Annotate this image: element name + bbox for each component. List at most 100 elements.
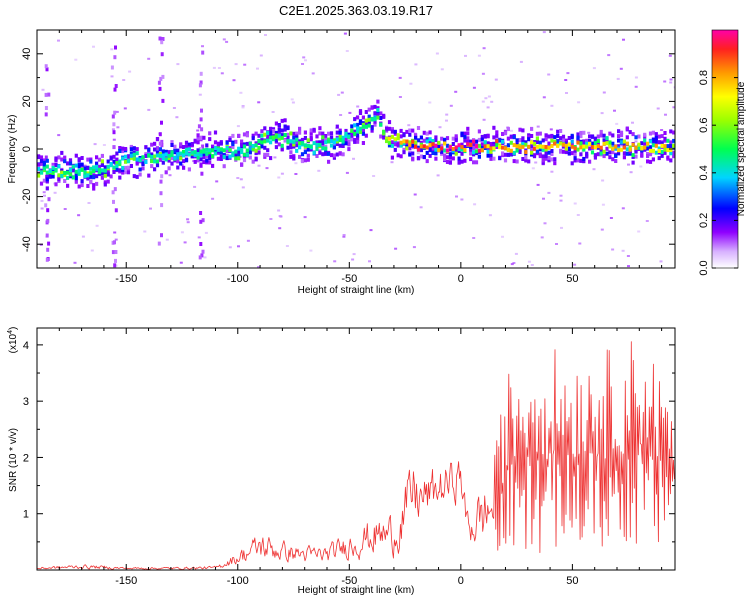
heatmap-cell [358, 111, 363, 115]
heatmap-cell [129, 155, 133, 160]
heatmap-cell [356, 136, 360, 141]
heatmap-cell [44, 64, 48, 69]
snr-ticks: -150 -100 -50 0 50 1 2 3 4 [23, 328, 675, 587]
heatmap-cell [318, 140, 322, 145]
heatmap-cell [251, 144, 255, 148]
heatmap-cell [382, 113, 386, 118]
heatmap-cell [356, 139, 360, 144]
heatmap-cell [445, 143, 450, 148]
heatmap-cell [654, 139, 658, 144]
heatmap-cell [245, 141, 249, 146]
heatmap-cell [437, 140, 441, 145]
heatmap-cell [414, 133, 418, 138]
heatmap-cell [144, 154, 148, 158]
heatmap-cell [577, 101, 581, 104]
heatmap-cell [196, 136, 200, 141]
heatmap-cell [503, 152, 508, 157]
heatmap-cell [559, 149, 563, 154]
heatmap-cell [570, 139, 574, 144]
heatmap-cell [335, 137, 339, 142]
heatmap-cell [237, 146, 241, 151]
heatmap-cell [512, 262, 516, 264]
heatmap-cell [483, 134, 487, 139]
heatmap-cell [248, 141, 252, 146]
heatmap-cell [118, 149, 122, 153]
heatmap-cell [158, 147, 162, 152]
heatmap-cell [100, 159, 104, 164]
heatmap-cell [634, 140, 638, 143]
heatmap-cell [74, 179, 78, 184]
colorbar-tick-label: 0.0 [698, 260, 710, 275]
heatmap-cell [541, 138, 545, 143]
heatmap-cell [44, 106, 48, 110]
heatmap-cell [617, 144, 621, 149]
heatmap-cell [341, 139, 345, 144]
heatmap-cell [593, 141, 597, 145]
heatmap-cell [184, 147, 189, 152]
heatmap-cell [390, 134, 394, 139]
heatmap-cell [155, 153, 160, 158]
heatmap-cell [198, 147, 202, 151]
heatmap-cell [621, 207, 625, 210]
heatmap-cell [466, 139, 470, 144]
heatmap-cell [579, 145, 583, 150]
heatmap-cell [286, 126, 290, 131]
heatmap-cell [631, 121, 634, 124]
heatmap-cell [621, 249, 625, 252]
heatmap-cell [648, 148, 653, 153]
heatmap-cell [486, 106, 490, 109]
heatmap-cell [126, 154, 131, 159]
heatmap-cell [193, 139, 197, 144]
heatmap-cell [564, 146, 568, 151]
heatmap-cell [364, 121, 368, 126]
heatmap-cell [559, 136, 563, 141]
heatmap-cell [170, 161, 174, 166]
heatmap-cell [460, 147, 464, 152]
heatmap-cell [532, 141, 537, 146]
heatmap-cell [521, 157, 525, 161]
heatmap-cell [327, 131, 331, 136]
heatmap-cell [292, 140, 296, 145]
heatmap-cell [254, 143, 258, 148]
heatmap-cell [527, 144, 531, 149]
heatmap-cell [585, 141, 589, 146]
heatmap-cell [370, 105, 374, 110]
heatmap-cell [578, 242, 582, 245]
heatmap-cell [57, 155, 61, 160]
heatmap-cell [103, 180, 107, 185]
heatmap-cell [463, 131, 467, 136]
heatmap-cell [469, 151, 473, 156]
heatmap-cell [570, 151, 574, 156]
heatmap-cell [619, 133, 624, 138]
heatmap-cell [259, 54, 263, 57]
heatmap-cell [240, 139, 244, 144]
heatmap-cell [486, 149, 490, 154]
heatmap-cell [489, 156, 493, 161]
heatmap-cell [289, 154, 293, 159]
heatmap-cell [199, 242, 203, 246]
heatmap-cell [216, 147, 220, 152]
heatmap-cell [196, 129, 200, 132]
heatmap-cell [353, 123, 357, 128]
heatmap-cell [668, 54, 672, 57]
heatmap-cell [599, 133, 603, 138]
heatmap-cell [481, 72, 485, 75]
heatmap-cell [303, 150, 307, 155]
heatmap-cell [39, 170, 44, 175]
heatmap-cell [298, 126, 302, 131]
heatmap-cell [498, 138, 502, 143]
heatmap-cell [160, 174, 164, 179]
heatmap-cell [193, 159, 197, 164]
heatmap-cell [390, 129, 394, 134]
heatmap-cell [298, 141, 302, 146]
heatmap-cell [663, 147, 667, 152]
heatmap-cell [463, 158, 467, 163]
heatmap-cell [332, 138, 336, 143]
ytick-label: 20 [21, 95, 33, 107]
heatmap-cell [445, 160, 450, 164]
heatmap-cell [409, 82, 413, 85]
heatmap-cell [45, 174, 49, 179]
heatmap-cell [611, 146, 615, 151]
heatmap-cell [570, 144, 574, 149]
heatmap-cell [100, 168, 104, 173]
